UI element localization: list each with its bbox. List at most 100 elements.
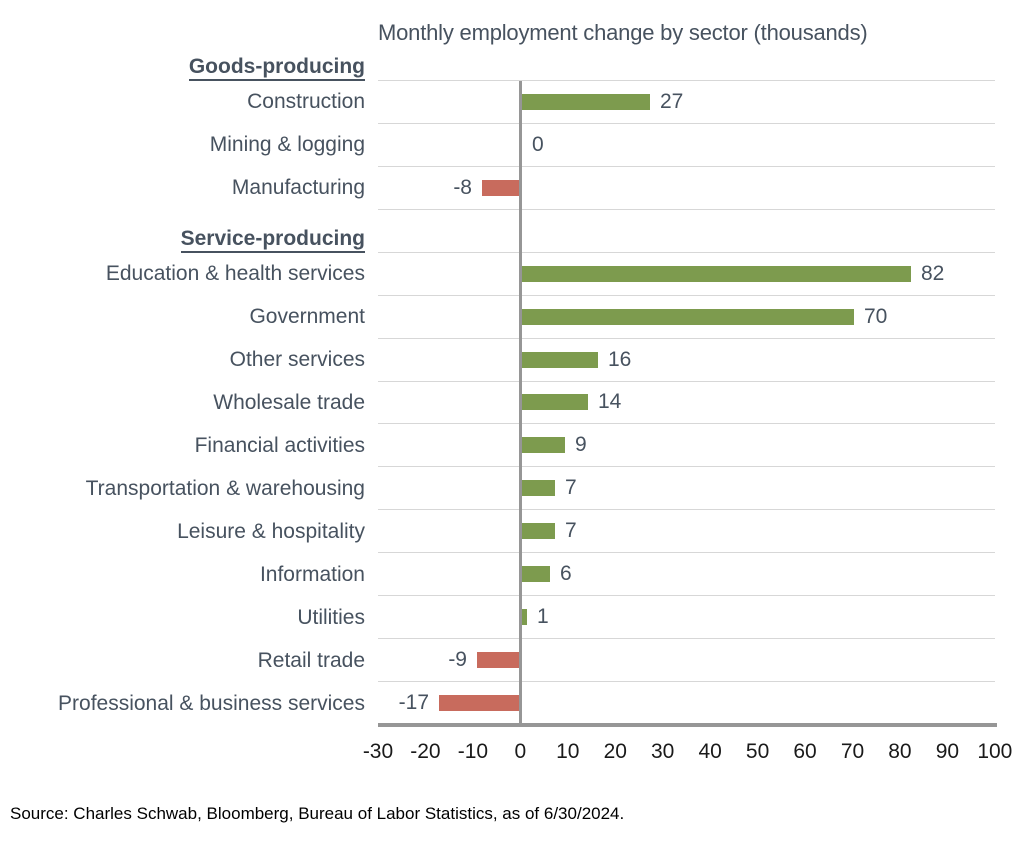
label-text: Manufacturing xyxy=(231,176,365,200)
label-text: Utilities xyxy=(297,605,365,629)
x-tick-label: 60 xyxy=(793,740,817,763)
chart-row: Construction 27 xyxy=(0,81,995,124)
row-plot-area: -8 xyxy=(378,167,995,210)
category-label: Professional & business services xyxy=(0,682,378,725)
chart-row: Transportation & warehousing 7 xyxy=(0,467,995,511)
chart-row: Wholesale trade 14 xyxy=(0,382,995,425)
x-tick-label: 10 xyxy=(556,740,580,763)
row-plot-area: 16 xyxy=(378,339,995,382)
category-label: Construction xyxy=(0,81,378,124)
section-header-label: Service-producing xyxy=(0,210,378,253)
x-tick-label: 30 xyxy=(651,740,675,763)
row-plot-area xyxy=(378,210,995,253)
section-header-row: Service-producing xyxy=(0,210,995,253)
chart-row: Information 6 xyxy=(0,553,995,597)
label-text: Education & health services xyxy=(105,262,365,286)
category-label: Manufacturing xyxy=(0,167,378,210)
category-label: Mining & logging xyxy=(0,124,378,167)
value-label: 82 xyxy=(921,261,945,285)
value-label: -17 xyxy=(398,691,429,715)
chart-row: Manufacturing -8 xyxy=(0,167,995,210)
row-plot-area: 70 xyxy=(378,296,995,339)
x-tick-label: -20 xyxy=(410,740,441,763)
chart-row: Other services 16 xyxy=(0,339,995,382)
bar-positive xyxy=(522,93,650,110)
x-tick-label: 100 xyxy=(977,740,1013,763)
category-label: Financial activities xyxy=(0,424,378,467)
chart-row: Mining & logging 0 xyxy=(0,124,995,167)
bar-positive xyxy=(522,566,550,583)
bar-positive xyxy=(522,351,598,368)
value-label: -8 xyxy=(453,175,472,199)
category-label: Other services xyxy=(0,339,378,382)
x-tick-label: 0 xyxy=(514,740,527,763)
value-label: 7 xyxy=(565,519,577,543)
category-label: Utilities xyxy=(0,596,378,639)
value-label: 14 xyxy=(598,390,622,414)
bar-negative xyxy=(477,652,520,669)
bar-negative xyxy=(439,695,520,712)
value-label: 27 xyxy=(660,89,684,113)
row-plot-area: 14 xyxy=(378,382,995,425)
x-axis-line xyxy=(378,723,997,727)
chart-row: Utilities 1 xyxy=(0,596,995,640)
category-label: Transportation & warehousing xyxy=(0,467,378,510)
x-tick-label: 70 xyxy=(840,740,865,763)
bar-positive xyxy=(522,609,527,626)
value-label: 6 xyxy=(560,562,572,586)
x-tick-label: 50 xyxy=(745,740,770,763)
source-note: Source: Charles Schwab, Bloomberg, Burea… xyxy=(10,804,625,823)
chart-row: Government 70 xyxy=(0,296,995,339)
bar-negative xyxy=(482,179,520,196)
category-label: Leisure & hospitality xyxy=(0,510,378,553)
row-plot-area: -17 xyxy=(378,682,995,725)
label-text: Service-producing xyxy=(180,227,365,253)
value-label: 7 xyxy=(565,476,577,500)
category-label: Information xyxy=(0,553,378,596)
row-plot-area: -9 xyxy=(378,639,995,683)
bar-positive xyxy=(522,394,588,411)
label-text: Wholesale trade xyxy=(213,390,365,414)
row-plot-area: 6 xyxy=(378,553,995,597)
row-plot-area: 27 xyxy=(378,81,995,124)
row-plot-area xyxy=(378,38,995,81)
row-plot-area: 7 xyxy=(378,510,995,554)
label-text: Other services xyxy=(229,348,365,372)
row-plot-area: 82 xyxy=(378,253,995,296)
category-label: Government xyxy=(0,296,378,339)
chart-row: Retail trade -9 xyxy=(0,639,995,683)
value-label: 9 xyxy=(575,433,587,457)
chart-title: Monthly employment change by sector (tho… xyxy=(378,20,868,45)
label-text: Information xyxy=(259,562,365,586)
bar-positive xyxy=(522,265,911,282)
label-text: Mining & logging xyxy=(209,133,365,157)
value-label: 0 xyxy=(532,132,544,156)
value-label: 16 xyxy=(608,347,632,371)
section-header-row: Goods-producing xyxy=(0,38,995,81)
category-label: Wholesale trade xyxy=(0,382,378,425)
label-text: Retail trade xyxy=(257,648,365,672)
bar-positive xyxy=(522,480,555,497)
label-text: Construction xyxy=(247,90,365,114)
x-tick-label: 20 xyxy=(603,740,627,763)
label-text: Financial activities xyxy=(194,433,365,457)
row-plot-area: 0 xyxy=(378,124,995,167)
bar-chart: Goods-producing Construction 27 Mining & lo… xyxy=(0,38,995,725)
value-label: 70 xyxy=(864,304,888,328)
zero-axis-line xyxy=(519,81,522,725)
section-header-label: Goods-producing xyxy=(0,38,378,81)
row-plot-area: 9 xyxy=(378,424,995,468)
chart-row: Professional & business services -17 xyxy=(0,682,995,725)
label-text: Goods-producing xyxy=(188,55,365,81)
x-tick-label: 80 xyxy=(888,740,912,763)
label-text: Government xyxy=(249,305,365,329)
label-text: Transportation & warehousing xyxy=(85,476,365,500)
chart-row: Financial activities 9 xyxy=(0,424,995,468)
chart-row: Education & health services 82 xyxy=(0,253,995,296)
x-tick-label: -30 xyxy=(362,740,394,763)
row-plot-area: 7 xyxy=(378,467,995,511)
bar-positive xyxy=(522,308,854,325)
label-text: Leisure & hospitality xyxy=(177,519,365,543)
row-plot-area: 1 xyxy=(378,596,995,640)
bar-positive xyxy=(522,523,555,540)
